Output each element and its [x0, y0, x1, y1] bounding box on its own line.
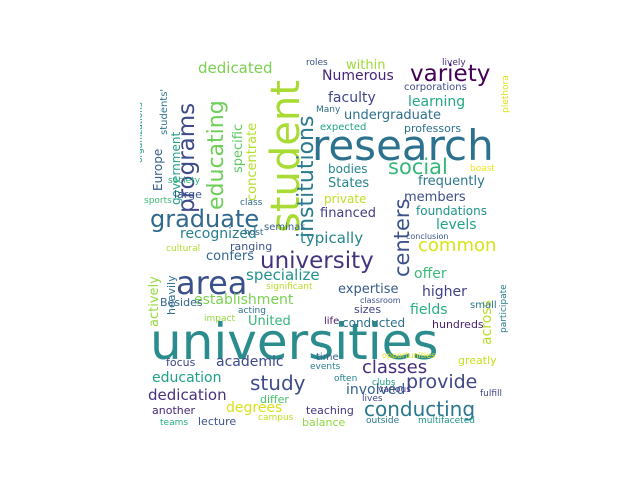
cloud-word: study: [250, 371, 306, 395]
cloud-word: common: [418, 235, 497, 256]
cloud-word: fulfill: [480, 389, 503, 399]
cloud-word: Europe: [151, 148, 165, 191]
cloud-word: professors: [404, 122, 462, 135]
cloud-word: offer: [414, 266, 447, 282]
cloud-word: outside: [366, 416, 400, 426]
cloud-word: ranging: [230, 240, 273, 253]
cloud-word: balance: [302, 416, 346, 429]
cloud-word: classroom: [360, 296, 401, 305]
cloud-word: specific: [231, 123, 246, 173]
cloud-word: plethora: [501, 75, 510, 113]
cloud-word: Many: [316, 105, 341, 115]
cloud-word: expected: [320, 122, 367, 133]
cloud-word: greatly: [458, 354, 497, 367]
cloud-word: boast: [470, 164, 495, 174]
cloud-word: financed: [320, 206, 377, 221]
cloud-word: large: [174, 188, 202, 201]
cloud-word: events: [310, 362, 341, 372]
cloud-word: Besides: [160, 296, 203, 309]
cloud-word: specialize: [246, 266, 320, 284]
cloud-word: acting: [238, 306, 266, 316]
cloud-word: United: [248, 314, 291, 329]
cloud-word: social: [388, 155, 448, 179]
cloud-word: clubs: [372, 378, 396, 388]
cloud-word: society: [168, 176, 201, 186]
cloud-word: sports: [144, 196, 172, 206]
cloud-word: concentrate: [245, 122, 260, 201]
cloud-word: university: [260, 248, 374, 274]
cloud-word: hundreds: [432, 318, 484, 331]
cloud-word: conducting: [364, 397, 476, 421]
cloud-word: recognized: [180, 226, 257, 242]
cloud-word: provide: [406, 371, 478, 393]
cloud-word: students': [159, 88, 170, 135]
cloud-word: degrees: [226, 400, 283, 416]
cloud-word: dedication: [148, 386, 227, 404]
cloud-word: small: [470, 300, 497, 311]
cloud-word: frequently: [418, 174, 485, 189]
cloud-word: members: [404, 190, 466, 205]
cloud-word: variety: [410, 61, 491, 87]
cloud-word: educating: [204, 100, 229, 210]
cloud-word: private: [324, 192, 367, 206]
cloud-word: participate: [499, 284, 509, 333]
cloud-word: conclusion: [406, 232, 449, 241]
cloud-word: organizations: [140, 102, 145, 163]
cloud-word: significant: [266, 282, 313, 292]
cloud-word: fields: [410, 302, 448, 318]
cloud-word: roles: [306, 58, 328, 68]
word-cloud: universities research student area unive…: [140, 55, 510, 430]
cloud-word: bodies: [328, 162, 368, 176]
cloud-word: within: [346, 58, 386, 73]
cloud-word: focus: [166, 356, 196, 369]
cloud-word: differ: [260, 393, 289, 406]
cloud-word: graduate: [150, 205, 260, 233]
cloud-word: teams: [160, 418, 189, 428]
cloud-word: universities: [150, 313, 439, 371]
cloud-word: often: [334, 374, 358, 384]
cloud-word: another: [152, 404, 196, 417]
cloud-word: involved: [346, 382, 406, 398]
cloud-word: academic: [216, 354, 284, 370]
cloud-word: levels: [436, 217, 477, 233]
cloud-word: time: [316, 352, 339, 363]
cloud-word: campus: [258, 413, 294, 423]
cloud-word: conducted: [342, 316, 406, 330]
cloud-word: lively: [442, 58, 466, 68]
cloud-word: opportunities: [382, 351, 436, 360]
cloud-word: undergraduate: [344, 108, 441, 123]
cloud-word: confers: [206, 249, 255, 264]
cloud-word: teaching: [306, 404, 354, 417]
cloud-word: cultural: [166, 244, 201, 254]
cloud-word: various: [378, 385, 411, 395]
cloud-word: institutions: [294, 115, 319, 238]
cloud-word: foundations: [416, 204, 487, 218]
cloud-word: Numerous: [322, 68, 394, 84]
cloud-word: education: [152, 370, 222, 386]
cloud-word: class: [240, 198, 263, 208]
cloud-word: impact: [204, 314, 235, 324]
cloud-word: higher: [422, 284, 467, 300]
cloud-word: host: [244, 228, 264, 238]
cloud-word: expertise: [338, 282, 399, 297]
cloud-word: lives: [362, 394, 383, 404]
cloud-word: research: [312, 121, 494, 170]
cloud-word: typically: [300, 229, 364, 247]
cloud-word: sizes: [354, 303, 382, 316]
cloud-word: area: [176, 264, 248, 302]
cloud-word: classes: [362, 357, 428, 378]
cloud-word: States: [328, 176, 370, 191]
cloud-word: establishment: [194, 292, 294, 308]
cloud-word: faculty: [328, 90, 376, 106]
cloud-word: learning: [408, 94, 466, 110]
cloud-word: life: [324, 316, 340, 327]
cloud-word: lecture: [198, 415, 237, 428]
cloud-word: seminar: [264, 222, 305, 233]
cloud-word: corporations: [404, 82, 467, 93]
cloud-word: dedicated: [198, 59, 273, 77]
cloud-word: multifaceted: [418, 416, 475, 426]
